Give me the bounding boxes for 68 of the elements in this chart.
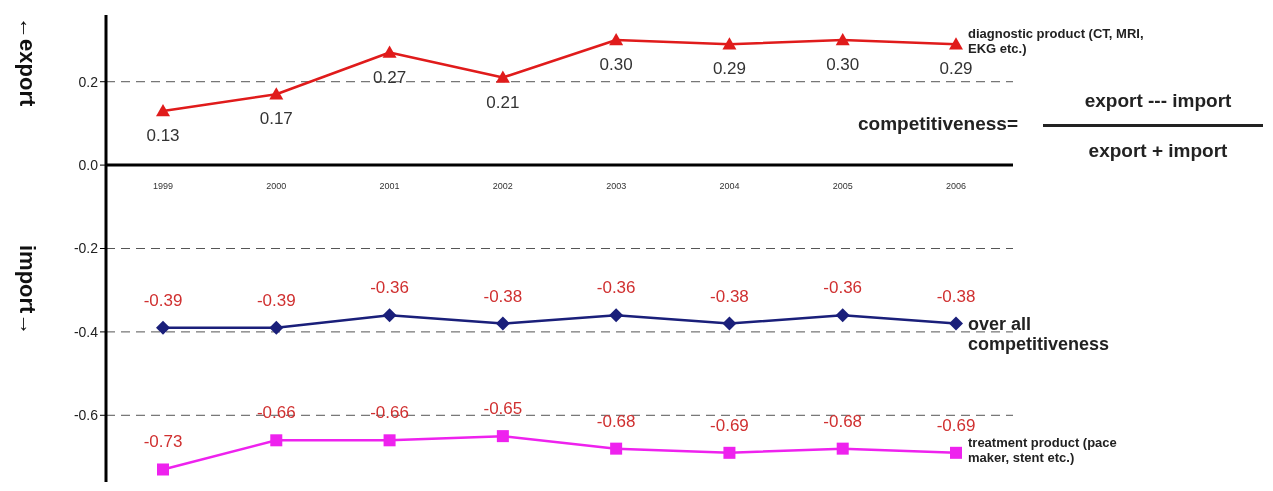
y-tick-label: -0.6 [73,407,99,424]
data-label: 0.30 [826,55,860,75]
data-label: -0.38 [710,286,749,306]
data-label: -0.68 [823,411,863,431]
point [610,442,623,455]
point [157,463,169,476]
point [723,446,736,459]
data-label: 0.21 [486,92,520,112]
x-tick-label: 2003 [606,181,627,192]
point [950,446,962,459]
data-label: 0.29 [712,59,746,79]
point [949,37,963,50]
y-tick-label: -0.4 [73,323,99,340]
data-label: -0.39 [143,290,183,310]
data-label: -0.66 [370,403,409,423]
point [382,45,397,58]
series-label: over all competitiveness [968,313,1110,355]
point [269,87,284,100]
data-label: 0.30 [599,55,633,75]
point [382,308,397,323]
data-label: -0.36 [596,278,636,298]
text: export + import [1088,139,1229,161]
point [609,308,624,323]
y-tick-label: -0.2 [73,240,99,257]
point [270,434,283,447]
x-tick-label: 2006 [945,181,967,192]
text: export --- import [1084,89,1233,111]
data-label: -0.36 [370,278,409,298]
data-label: -0.68 [596,411,636,431]
x-tick-label: 2001 [379,181,400,192]
point [383,434,396,447]
y-tick-label: 0.2 [78,73,99,90]
x-tick-label: 2004 [719,181,740,192]
series-label: treatment product (pace maker, stent etc.) [968,434,1117,465]
y-axis-title: ←export [15,17,40,107]
data-label: -0.69 [710,415,749,435]
y-tick-label: 0.0 [78,157,99,174]
series-label: diagnostic product (CT, MRI, EKG etc.) [968,26,1144,57]
annotation: competitiveness= [858,112,1018,134]
data-label: -0.38 [483,286,523,306]
data-label: -0.36 [823,278,863,298]
point [495,70,510,83]
point [722,37,737,50]
data-label: -0.39 [256,290,296,310]
point [156,320,170,335]
point [722,316,737,331]
x-tick-label: 1999 [152,181,174,192]
point [836,442,849,455]
data-label: 0.29 [939,59,973,79]
point [269,320,284,335]
text: import→ [15,244,40,336]
x-tick-label: 2005 [832,181,853,192]
point [835,33,850,46]
point [496,430,509,443]
data-label: -0.65 [483,399,523,419]
data-label: -0.69 [936,415,976,435]
point [835,308,850,323]
data-label: -0.38 [936,286,976,306]
data-label: -0.73 [143,432,183,452]
point [949,316,963,331]
data-label: 0.27 [373,67,407,87]
point [609,33,624,46]
data-label: 0.17 [259,109,293,129]
x-tick-label: 2002 [492,181,513,192]
point [156,103,170,117]
data-label: 0.13 [146,125,180,145]
point [495,316,510,331]
x-tick-label: 2000 [266,181,287,192]
